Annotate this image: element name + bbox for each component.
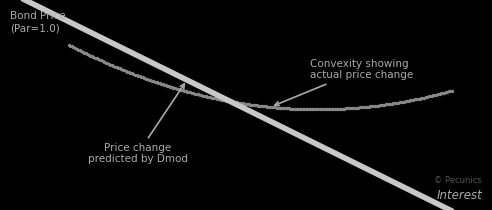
Text: © Pecunics: © Pecunics xyxy=(434,176,482,185)
Text: Convexity showing
actual price change: Convexity showing actual price change xyxy=(275,59,413,106)
Text: Interest: Interest xyxy=(436,189,482,202)
Text: Bond Price
(Par=1.0): Bond Price (Par=1.0) xyxy=(10,10,65,34)
Text: Price change
predicted by Dmod: Price change predicted by Dmod xyxy=(88,84,188,164)
